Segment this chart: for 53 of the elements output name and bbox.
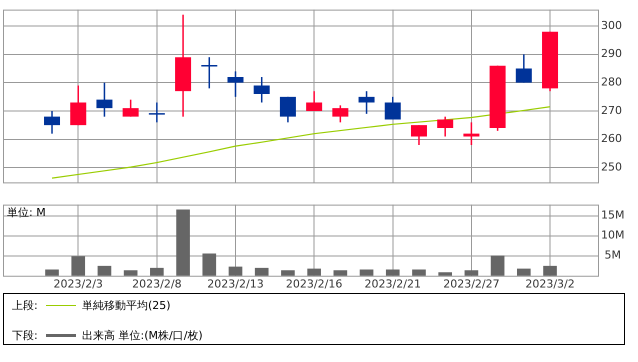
bar: [71, 256, 86, 276]
y-tick-label: 270: [601, 104, 622, 117]
y-tick-label: 300: [601, 18, 622, 32]
legend-label: 単純移動平均(25): [82, 298, 171, 312]
x-tick-label: 2023/2/8: [132, 277, 182, 290]
bar: [202, 253, 216, 276]
y-tick-label: 280: [601, 76, 622, 89]
legend-title: 上段:: [12, 298, 39, 312]
bar: [360, 269, 374, 276]
x-tick-label: 2023/3/2: [525, 277, 575, 290]
x-tick-label: 2023/2/27: [443, 277, 500, 290]
bar: [307, 268, 321, 276]
bar: [98, 266, 112, 276]
y-tick-label: 290: [601, 47, 622, 60]
candlestick: [358, 90, 375, 115]
candlestick: [463, 122, 480, 146]
x-tick-label: 2023/2/16: [286, 277, 342, 290]
bar: [516, 268, 531, 276]
candlestick: [437, 116, 454, 138]
candlestick: [200, 56, 218, 90]
legend-label: 出来高 単位:(M株/口/枚): [82, 328, 203, 342]
candlestick: [280, 96, 296, 124]
candlestick: [70, 84, 86, 126]
y-tick-label: 15M: [600, 208, 624, 222]
candlestick: [516, 54, 532, 84]
bar: [150, 268, 164, 276]
bar: [176, 209, 190, 276]
legend-title: 下段:: [12, 328, 39, 342]
bar: [45, 269, 59, 276]
bar: [412, 269, 426, 276]
candlestick: [227, 70, 244, 98]
x-tick-label: 2023/2/3: [54, 277, 103, 290]
y-tick-label: 10M: [600, 228, 624, 242]
candlestick: [410, 124, 427, 146]
bar: [543, 266, 557, 276]
annotation: 単位: M: [7, 206, 46, 219]
x-tick-label: 2023/2/21: [364, 277, 421, 290]
candlestick: [122, 98, 139, 118]
bar: [490, 255, 504, 276]
y-tick-label: 5M: [604, 248, 621, 262]
candlestick: [44, 110, 60, 134]
bar: [386, 269, 400, 276]
bar: [228, 266, 242, 276]
candlestick: [254, 76, 270, 104]
y-tick-label: 260: [601, 132, 622, 146]
candlestick: [332, 104, 348, 124]
x-tick-label: 2023/2/13: [207, 277, 264, 290]
candlestick: [306, 90, 322, 112]
candlestick: [384, 96, 401, 120]
candlestick: [96, 82, 112, 118]
candlestick: [148, 102, 166, 124]
y-tick-label: 250: [601, 160, 622, 174]
bar: [254, 268, 269, 276]
